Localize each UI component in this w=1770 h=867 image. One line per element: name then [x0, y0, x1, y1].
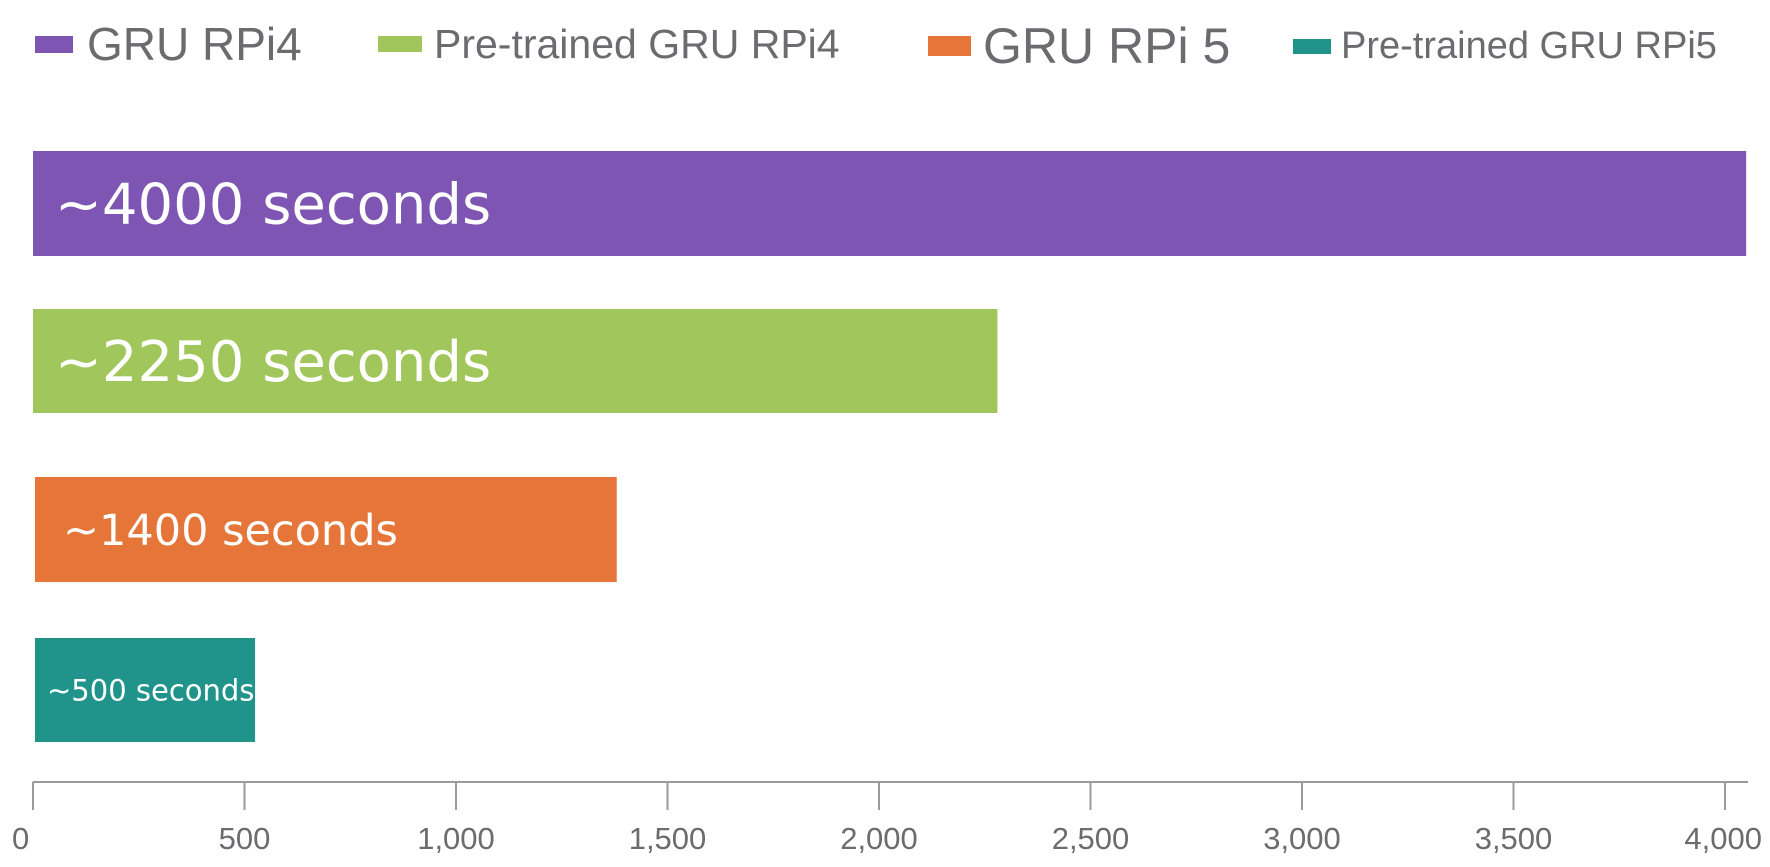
bar-0: [33, 151, 1747, 256]
legend-label: Pre-trained GRU RPi5: [1341, 24, 1717, 67]
x-tick-label-8: 4,000: [1684, 821, 1762, 856]
legend-swatch: [35, 35, 73, 53]
bar-label-3: ~500 seconds: [47, 673, 254, 707]
x-tick-label-7: 3,500: [1475, 821, 1553, 856]
x-tick-label-6: 3,000: [1263, 821, 1341, 856]
x-tick-label-0: 0: [12, 821, 29, 856]
legend-item-pretrained-gru-rpi4: Pre-trained GRU RPi4: [378, 14, 840, 74]
legend-swatch: [928, 36, 971, 56]
bar-2: [35, 477, 617, 582]
bar-3: [35, 638, 256, 742]
legend-label: Pre-trained GRU RPi4: [434, 20, 840, 67]
legend-swatch: [378, 36, 422, 52]
x-tick-label-5: 2,500: [1052, 821, 1130, 856]
bar-1: [33, 309, 998, 413]
bar-label-2: ~1400 seconds: [63, 506, 398, 556]
x-tick-label-1: 500: [219, 821, 271, 856]
legend-swatch: [1293, 38, 1331, 54]
x-tick-label-4: 2,000: [840, 821, 918, 856]
legend-label: GRU RPi4: [87, 18, 302, 70]
legend-item-gru-rpi5: GRU RPi 5: [928, 16, 1230, 76]
x-tick-label-2: 1,000: [417, 821, 495, 856]
bar-label-0: ~4000 seconds: [55, 173, 491, 238]
chart-legend: GRU RPi4 Pre-trained GRU RPi4 GRU RPi 5 …: [0, 0, 1770, 100]
x-tick-label-3: 1,500: [629, 821, 707, 856]
bar-label-1: ~2250 seconds: [55, 330, 491, 395]
legend-label: GRU RPi 5: [983, 18, 1231, 74]
legend-item-pretrained-gru-rpi5: Pre-trained GRU RPi5: [1293, 16, 1717, 76]
legend-item-gru-rpi4: GRU RPi4: [35, 14, 302, 74]
